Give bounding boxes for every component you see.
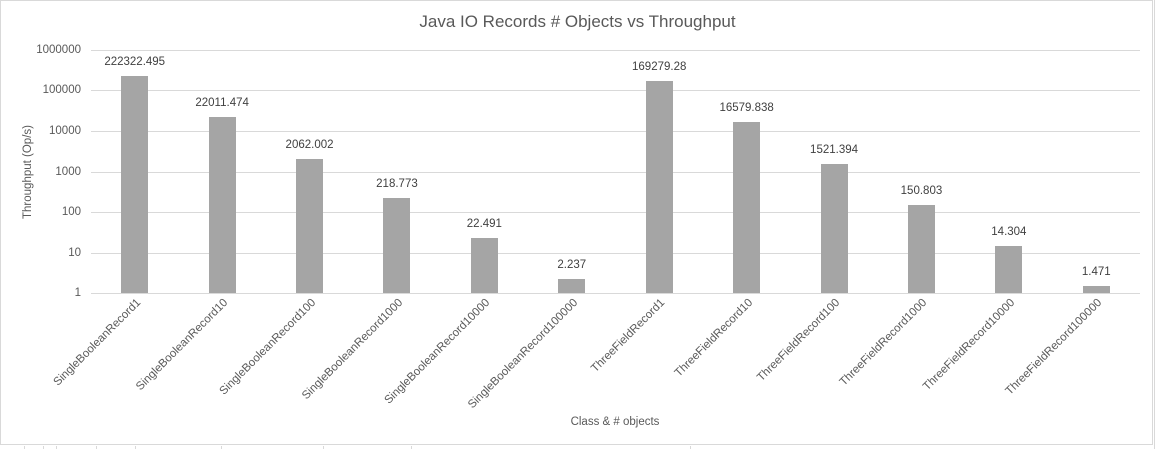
y-tick-label: 100000 [42,84,81,96]
x-axis-label: Class & # objects [570,416,660,428]
bar[interactable] [296,158,324,293]
gridline [91,131,1140,132]
y-tick-label: 10000 [49,125,81,137]
y-tick-label: 1000 [55,166,81,178]
data-label: 1.471 [1081,266,1111,279]
x-tick-label: ThreeFieldRecord10000 [920,296,1018,393]
x-tick-label: SingleBooleanRecord1 [51,296,143,389]
x-tick-label: ThreeFieldRecord100 [755,296,843,384]
data-label: 22.491 [466,218,502,231]
bar[interactable] [208,117,236,293]
gridline [91,90,1140,91]
gridline [91,212,1140,213]
bar[interactable] [645,81,673,293]
data-label: 222322.495 [104,56,166,69]
gridline [91,50,1140,51]
sheet-gridline [411,446,412,449]
bar[interactable] [470,238,498,293]
bar[interactable] [1082,286,1110,293]
x-tick-label: SingleBooleanRecord100 [217,296,318,398]
sheet-gridline [690,446,691,449]
data-label: 2062.002 [285,138,334,151]
data-label: 14.304 [991,226,1027,239]
sheet-gridline [96,446,97,449]
sheet-gridline [1154,0,1155,449]
gridline [91,253,1140,254]
y-tick-label: 1000000 [36,44,81,56]
chart-title: Java IO Records # Objects vs Throughput [419,12,736,31]
bar[interactable] [907,204,935,293]
x-tick-label: ThreeFieldRecord1 [589,296,668,375]
sheet-gridline [221,446,222,449]
bar[interactable] [558,278,586,293]
sheet-gridline [43,446,44,449]
data-label: 2.237 [557,258,587,271]
data-label: 218.773 [376,178,418,191]
y-tick-label: 1 [74,287,81,299]
sheet-gridline [135,446,136,449]
bar[interactable] [121,76,149,293]
data-label: 16579.838 [719,102,774,115]
y-tick-label: 10 [68,247,81,259]
gridline [91,172,1140,173]
bar[interactable] [820,164,848,293]
y-tick-label: 100 [61,206,81,218]
x-axis-line [91,293,1140,294]
x-tick-label: SingleBooleanRecord10 [134,296,231,393]
data-label: 150.803 [900,184,943,197]
sheet-gridline [56,446,57,449]
x-tick-label: SingleBooleanRecord10000 [382,296,493,407]
data-label: 1521.394 [810,144,859,157]
data-label: 169279.28 [632,61,687,74]
bar[interactable] [995,246,1023,293]
data-label: 22011.474 [195,97,249,110]
x-tick-label: ThreeFieldRecord10 [672,296,755,380]
bar[interactable] [733,122,761,293]
bar[interactable] [383,198,411,293]
x-tick-label: ThreeFieldRecord100000 [1003,296,1105,398]
sheet-gridline [323,446,324,449]
x-tick-label: ThreeFieldRecord1000 [838,296,930,389]
sheet-gridline [24,446,25,449]
x-tick-label: SingleBooleanRecord1000 [299,296,406,402]
